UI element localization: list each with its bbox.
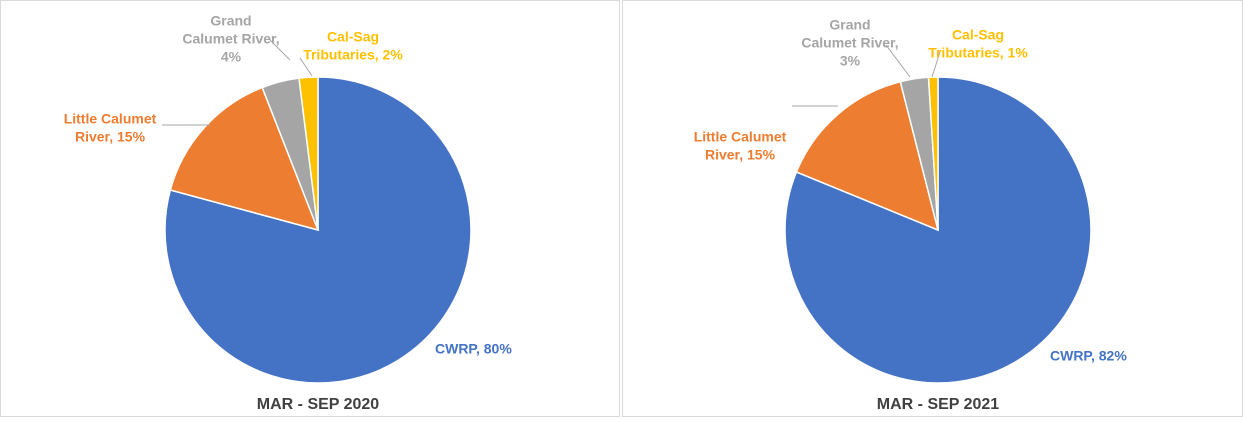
chart-title: MAR - SEP 2020 bbox=[257, 396, 380, 413]
data-label: CWRP, 80% bbox=[435, 341, 512, 357]
pie-slice bbox=[795, 80, 940, 232]
data-label: Grand bbox=[829, 17, 870, 33]
leader-line bbox=[885, 44, 911, 78]
data-label: Little Calumet bbox=[64, 111, 157, 127]
pie-slice bbox=[164, 76, 472, 384]
data-label: 3% bbox=[840, 53, 861, 69]
data-label: Grand bbox=[210, 13, 251, 29]
leader-line bbox=[269, 39, 291, 61]
data-label: Tributaries, 2% bbox=[303, 47, 403, 63]
chart-title: MAR - SEP 2021 bbox=[877, 396, 1000, 413]
data-label: CWRP, 82% bbox=[1050, 348, 1127, 364]
data-label: River, 15% bbox=[705, 147, 776, 163]
data-label: Little Calumet bbox=[694, 129, 787, 145]
pie-slice bbox=[298, 76, 319, 231]
data-label: Calumet River, bbox=[182, 31, 279, 47]
leader-line bbox=[299, 57, 313, 77]
leader-line bbox=[931, 51, 941, 78]
data-label: Cal-Sag bbox=[952, 27, 1004, 43]
data-label: Calumet River, bbox=[801, 35, 898, 51]
data-label: 4% bbox=[221, 49, 242, 65]
data-label: River, 15% bbox=[75, 129, 146, 145]
data-label: Cal-Sag bbox=[327, 29, 379, 45]
pie-slice bbox=[169, 86, 320, 232]
pie-slice bbox=[927, 76, 939, 231]
data-label: Tributaries, 1% bbox=[928, 45, 1028, 61]
